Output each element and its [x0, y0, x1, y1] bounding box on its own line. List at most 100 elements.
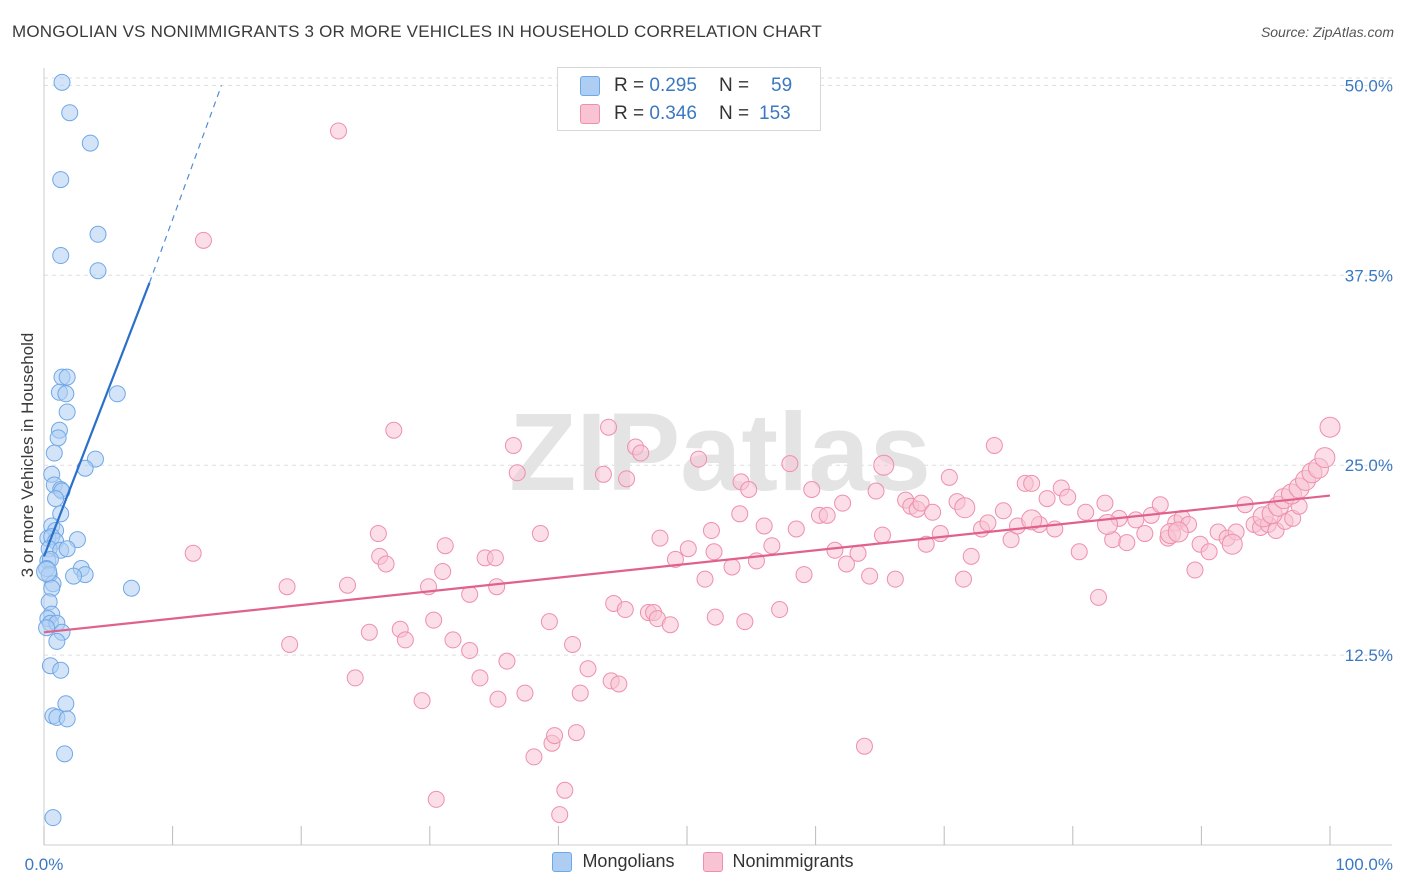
- stats-row-nonimmigrants: R = 0.346 N = 153: [580, 103, 791, 125]
- nonimmigrants-point: [818, 506, 836, 524]
- nonimmigrants-point: [427, 790, 445, 808]
- nonimmigrants-point: [184, 544, 202, 562]
- nonimmigrants-point: [600, 418, 618, 436]
- mongolians-point: [49, 429, 67, 447]
- nonimmigrants-legend-swatch: [702, 851, 723, 872]
- nonimmigrants-point: [924, 503, 942, 521]
- nonimmigrants-point: [1021, 509, 1043, 531]
- nonimmigrants-point: [531, 525, 549, 543]
- nonimmigrants-point: [994, 502, 1012, 520]
- nonimmigrants-point: [873, 454, 895, 476]
- nonimmigrants-point: [962, 547, 980, 565]
- nonimmigrants-point: [360, 623, 378, 641]
- mongolians-point: [52, 171, 70, 189]
- nonimmigrants-point: [917, 535, 935, 553]
- nonimmigrants-swatch: [580, 104, 600, 124]
- nonimmigrants-point: [1314, 447, 1336, 469]
- nonimmigrants-point: [616, 601, 634, 619]
- nonimmigrants-point: [579, 660, 597, 678]
- nonimmigrants-point: [594, 465, 612, 483]
- nonimmigrants-point: [954, 497, 976, 519]
- r-label: R =: [614, 75, 645, 96]
- nonimmigrants-point: [666, 550, 684, 568]
- nonimmigrants-point: [755, 517, 773, 535]
- nonimmigrants-point: [1038, 490, 1056, 508]
- mongolians-point: [81, 134, 99, 152]
- x-tick-labels: 0.0% 100.0%: [25, 855, 1393, 874]
- legend-item-nonimmigrants[interactable]: Nonimmigrants: [702, 851, 854, 872]
- nonimmigrants-point: [1151, 496, 1169, 514]
- nonimmigrants-points: [184, 122, 1341, 824]
- mongolians-swatch: [580, 76, 600, 96]
- nonimmigrants-point: [931, 525, 949, 543]
- nonimmigrants-point: [281, 635, 299, 653]
- nonimmigrants-point: [740, 481, 758, 498]
- mongolians-point: [61, 104, 79, 122]
- nonimmigrants-point: [436, 537, 454, 555]
- nonimmigrants-point: [434, 563, 452, 581]
- nonimmigrants-point: [471, 669, 489, 687]
- nonimmigrants-point: [338, 576, 356, 594]
- nonimmigrants-point: [731, 505, 749, 523]
- n-label: N =: [718, 75, 750, 96]
- legend-label: Nonimmigrants: [732, 851, 854, 871]
- nonimmigrants-point: [377, 555, 395, 573]
- nonimmigrants-point: [781, 455, 799, 473]
- mongolians-point: [58, 368, 76, 386]
- nonimmigrants-point: [525, 748, 543, 766]
- nonimmigrants-point: [546, 727, 564, 745]
- n-label: N =: [718, 103, 750, 124]
- nonimmigrants-point: [940, 468, 958, 486]
- mongolians-point: [52, 247, 70, 265]
- nonimmigrants-point: [632, 444, 650, 462]
- mongolians-point: [65, 567, 83, 585]
- nonimmigrants-point: [540, 613, 558, 631]
- nonimmigrants-point: [979, 514, 997, 532]
- mongolians-point: [38, 619, 56, 637]
- mongolians-point: [47, 490, 65, 508]
- mongolians-point: [122, 579, 140, 597]
- nonimmigrants-point: [706, 608, 724, 626]
- nonimmigrants-point: [837, 555, 855, 573]
- nonimmigrants-point: [679, 540, 697, 558]
- nonimmigrants-point: [486, 549, 504, 567]
- legend-item-mongolians[interactable]: Mongolians: [552, 851, 675, 872]
- mongolians-point: [58, 403, 76, 421]
- nonimmigrants-point: [556, 781, 574, 799]
- y-tick-label: 50.0%: [1345, 76, 1393, 95]
- nonimmigrants-point: [803, 481, 821, 498]
- n-value: 153: [759, 103, 791, 124]
- mongolians-point: [36, 561, 58, 583]
- r-value: 0.346: [649, 103, 697, 124]
- nonimmigrants-point: [488, 578, 506, 596]
- mongolians-point: [108, 385, 126, 403]
- nonimmigrants-point: [723, 558, 741, 576]
- nonimmigrants-point: [329, 122, 347, 140]
- nonimmigrants-point: [855, 737, 873, 755]
- mongolians-points: [36, 73, 140, 827]
- y-tick-label: 37.5%: [1345, 266, 1393, 285]
- nonimmigrants-point: [795, 566, 813, 584]
- nonimmigrants-point: [498, 652, 516, 670]
- nonimmigrants-point: [985, 436, 1003, 454]
- nonimmigrants-point: [834, 494, 852, 512]
- nonimmigrants-point: [1319, 416, 1341, 438]
- nonimmigrants-point: [1221, 533, 1243, 555]
- x-tick-label: 0.0%: [25, 855, 64, 874]
- mongolians-point: [58, 540, 76, 558]
- nonimmigrants-point: [567, 724, 585, 742]
- chart-source: Source: ZipAtlas.com: [1260, 24, 1394, 40]
- mongolians-point: [45, 444, 63, 462]
- nonimmigrants-point: [736, 613, 754, 631]
- nonimmigrants-point: [912, 494, 930, 512]
- mongolians-point: [48, 632, 66, 650]
- trend-lines: [42, 85, 1331, 634]
- mongolians-point: [89, 262, 107, 280]
- n-value: 59: [771, 75, 793, 96]
- nonimmigrants-point: [346, 669, 364, 687]
- y-tick-label: 12.5%: [1345, 646, 1393, 665]
- nonimmigrants-point: [504, 436, 522, 454]
- nonimmigrants-point: [861, 567, 879, 585]
- nonimmigrants-point: [873, 526, 891, 544]
- nonimmigrants-point: [610, 675, 628, 693]
